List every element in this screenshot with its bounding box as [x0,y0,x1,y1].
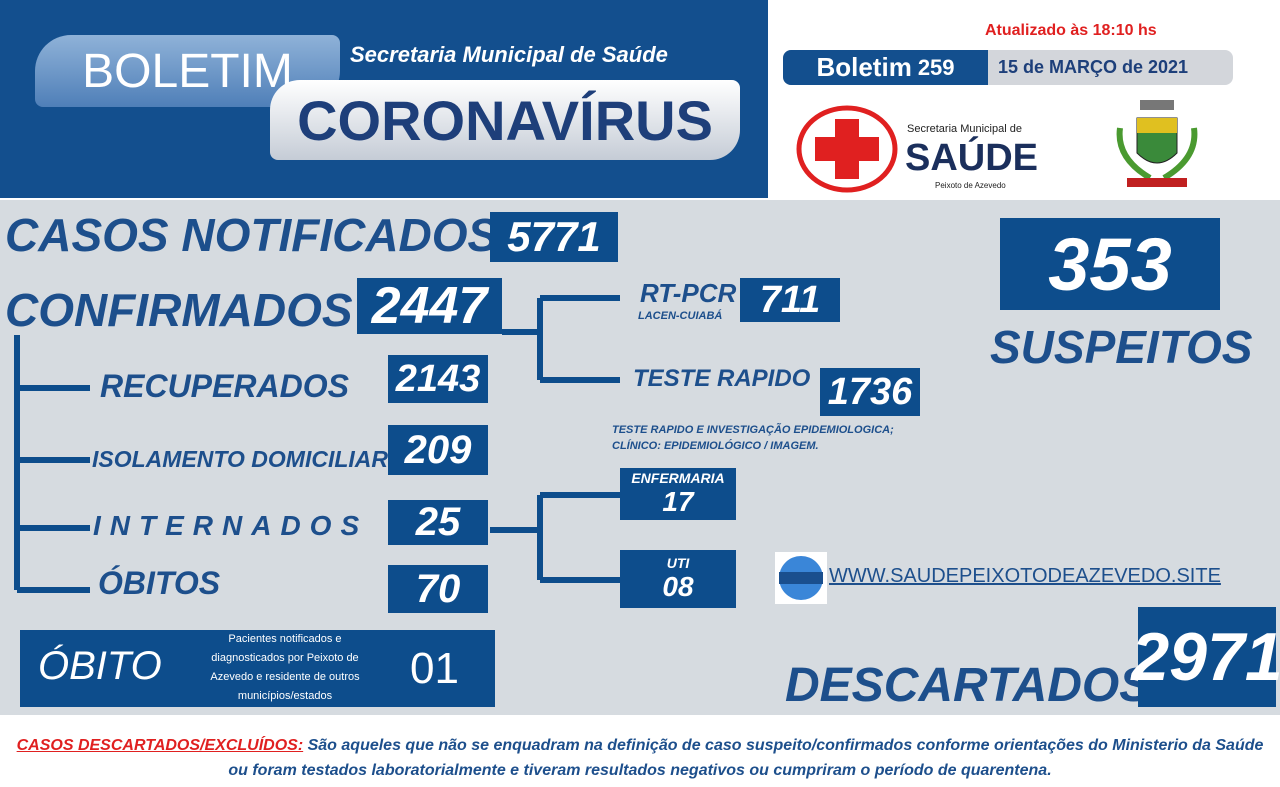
logo-title: SAÚDE [905,137,1039,179]
rtpcr-sub: LACEN-CUIABÁ [638,310,723,322]
descartados-label: DESCARTADOS [785,659,1152,712]
enfermaria-value: 17 [662,486,694,517]
obitos-label: ÓBITOS [98,565,221,601]
obito-externo-box: ÓBITO Pacientes notificados e diagnostic… [20,630,495,707]
isolamento-value: 209 [388,425,488,475]
rtpcr-label: RT-PCR [640,278,737,308]
teste-rapido-value: 1736 [820,368,920,416]
bulletin-number-box: Boletim 259 [783,50,988,85]
enfermaria-label: ENFERMARIA [631,470,725,486]
rtpcr-value: 711 [740,278,840,322]
logo-line1: Secretaria Municipal de [907,123,1022,135]
enfermaria-box: ENFERMARIA 17 [620,468,736,520]
teste-note: TESTE RAPIDO E INVESTIGAÇÃO EPIDEMIOLOGI… [612,424,894,436]
footer-term: CASOS DESCARTADOS/EXCLUÍDOS: [16,737,304,754]
coronavirus: CORONAVÍRUS [297,88,713,152]
secretaria: Secretaria Municipal de Saúde [350,42,668,67]
boletim: BOLETIM [82,44,293,98]
confirmados-value: 2447 [357,277,502,335]
descartados-value: 2971 [1131,607,1280,707]
uti-label: UTI [666,555,690,571]
recuperados-value: 2143 [388,355,488,403]
note-line: Pacientes notificados e [228,633,342,645]
note-line: Azevedo e residente de outros [210,671,360,683]
health-logo-icon [796,105,898,193]
teste-rapido-label: TESTE RAPIDO [633,365,811,392]
obitos-value: 70 [388,565,488,613]
website-link[interactable]: WWW.SAUDEPEIXOTODEAZEVEDO.SITE [829,565,1221,587]
web-icon [775,552,827,604]
internados-value: 25 [388,500,488,545]
coat-of-arms [1116,100,1198,187]
notificados-label: CASOS NOTIFICADOS [5,209,499,261]
footer-text: São aqueles que não se enquadram na defi… [228,737,1264,779]
notificados-value: 5771 [490,212,618,262]
teste-note: CLÍNICO: EPIDEMIOLÓGICO / IMAGEM. [612,440,819,452]
suspeitos-value: 353 [1000,218,1220,310]
bulletin-label: Boletim [816,52,912,82]
suspeitos-label: SUSPEITOS [990,321,1253,373]
isolamento-label: ISOLAMENTO DOMICILIAR [92,446,389,472]
obito-externo-value: 01 [410,644,459,693]
coronavirus-pill: CORONAVÍRUS [270,80,740,160]
recuperados-label: RECUPERADOS [100,368,349,404]
note-line: diagnosticados por Peixoto de [211,652,359,664]
internados-label: INTERNADOS [93,510,369,541]
confirmados-label: CONFIRMADOS [5,284,353,336]
footer: CASOS DESCARTADOS/EXCLUÍDOS: São aqueles… [0,733,1280,783]
uti-value: 08 [662,571,694,602]
uti-box: UTI 08 [620,550,736,608]
date: 15 de MARÇO de 2021 [998,57,1189,77]
logo-city: Peixoto de Azevedo [935,181,1006,190]
note-line: municípios/estados [237,690,333,702]
bulletin-number: 259 [917,54,955,80]
obito-externo-label: ÓBITO [38,644,162,688]
boletim-pill: BOLETIM [35,35,340,107]
updated: Atualizado às 18:10 hs [985,22,1157,39]
obito-externo-note: Pacientes notificados e diagnosticados p… [185,630,385,706]
